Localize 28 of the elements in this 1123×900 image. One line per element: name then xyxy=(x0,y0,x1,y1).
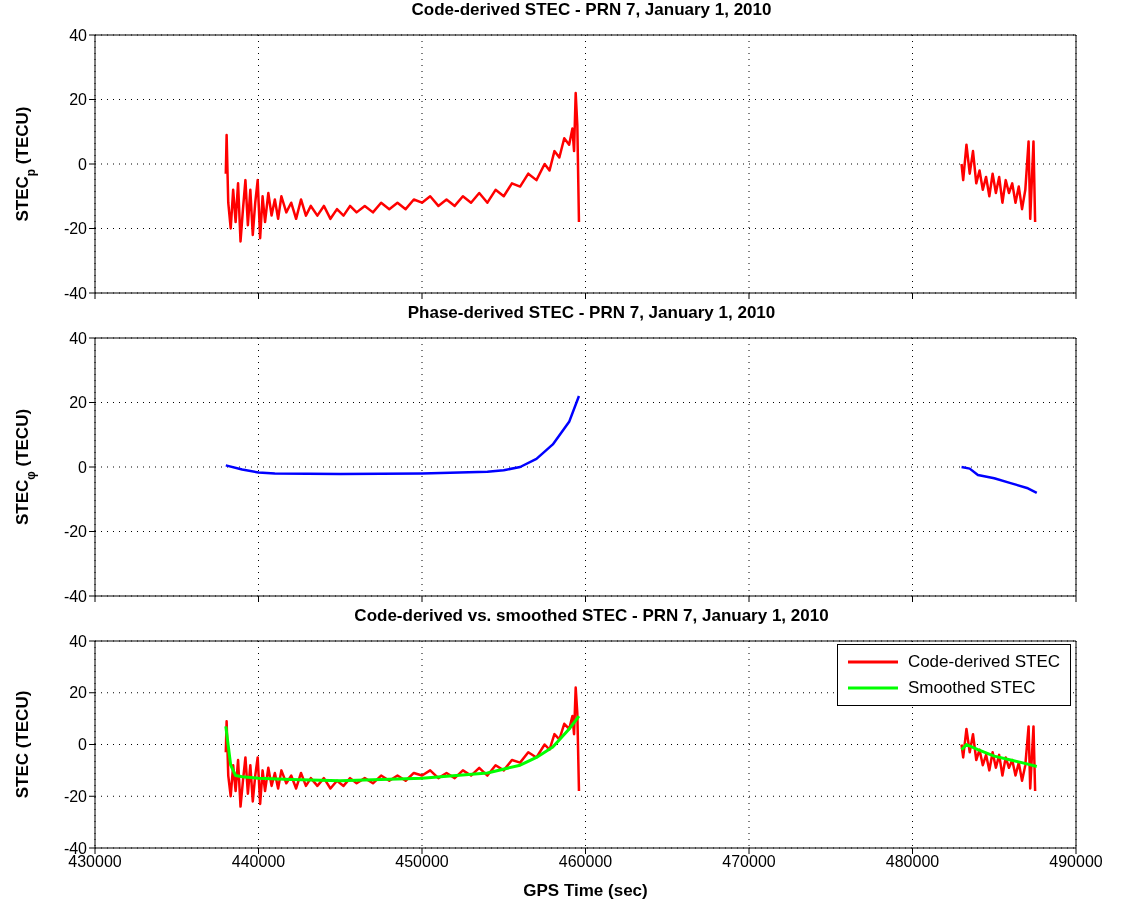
x-tick-label: 430000 xyxy=(68,853,122,871)
y-tick-label: -40 xyxy=(63,284,88,302)
x-tick-label: 450000 xyxy=(395,853,449,871)
y-tick-label: -20 xyxy=(63,523,88,541)
y-tick-label: -20 xyxy=(63,787,88,805)
y-tick-label: 20 xyxy=(69,684,88,702)
y-tick-label: 0 xyxy=(78,458,88,476)
x-tick-label: 480000 xyxy=(885,853,940,871)
y-tick-label: 0 xyxy=(78,155,88,173)
x-axis-title: GPS Time (sec) xyxy=(523,881,648,900)
x-tick-label: 490000 xyxy=(1049,853,1103,871)
y-tick-label: 20 xyxy=(69,394,88,412)
x-tick-label: 440000 xyxy=(231,853,286,871)
y-tick-label: 40 xyxy=(69,329,88,347)
chart-title: Code-derived vs. smoothed STEC - PRN 7, January 1, 2010 xyxy=(353,606,830,627)
x-tick-label: 460000 xyxy=(558,853,613,871)
y-tick-label: -40 xyxy=(63,587,88,605)
chart-title: Phase-derived STEC - PRN 7, January 1, 2010 xyxy=(406,303,777,324)
y-tick-label: -20 xyxy=(63,220,88,238)
y-tick-label: 20 xyxy=(69,91,88,109)
y-tick-label: 0 xyxy=(78,736,88,754)
legend-label: Code-derived STEC xyxy=(907,652,1060,672)
x-tick-label: 470000 xyxy=(722,853,776,871)
chart-title: Code-derived STEC - PRN 7, January 1, 2010 xyxy=(410,0,773,21)
y-tick-label: 40 xyxy=(69,632,88,650)
legend-label: Smoothed STEC xyxy=(907,678,1036,698)
y-axis-title: STEC (TECU) xyxy=(13,690,32,799)
y-tick-label: 40 xyxy=(69,26,88,44)
